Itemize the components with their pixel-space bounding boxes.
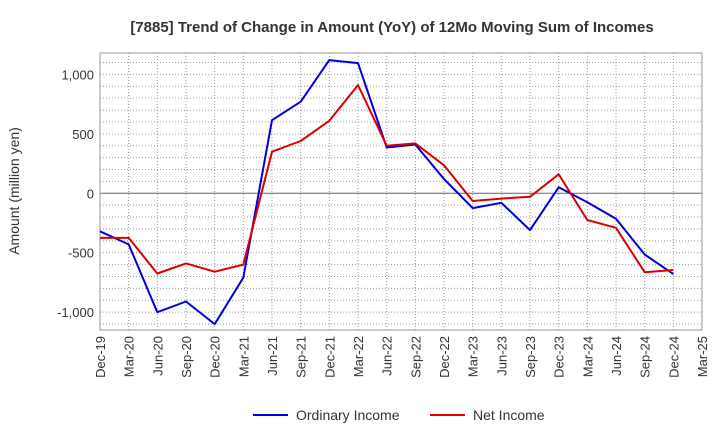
- x-tick-label: Sep-23: [523, 336, 538, 378]
- y-axis-label: Amount (million yen): [6, 127, 22, 255]
- x-tick-label: Mar-23: [466, 336, 481, 377]
- y-tick-label: 1,000: [61, 67, 94, 82]
- y-tick-label: 0: [87, 186, 94, 201]
- x-tick-label: Sep-22: [408, 336, 423, 378]
- series-line-net-income: [100, 84, 674, 275]
- legend: Ordinary Income Net Income: [253, 407, 545, 423]
- chart-title: [7885] Trend of Change in Amount (YoY) o…: [130, 19, 653, 36]
- x-tick-label: Mar-20: [122, 336, 137, 377]
- grid: [100, 53, 702, 330]
- x-tick-label: Sep-20: [179, 336, 194, 378]
- x-tick-label: Mar-22: [351, 336, 366, 377]
- series-line-ordinary-income: [99, 59, 674, 326]
- y-tick-label: -1,000: [57, 305, 94, 320]
- x-tick-labels: Dec-19 Mar-20 Jun-20 Sep-20 Dec-20 Mar-21 Jun-…: [93, 336, 710, 378]
- x-tick-label: Jun-23: [494, 336, 509, 376]
- x-tick-label: Dec-22: [437, 336, 452, 378]
- legend-label-ordinary-income: Ordinary Income: [296, 407, 400, 423]
- x-tick-label: Jun-22: [380, 336, 395, 376]
- x-tick-label: Jun-21: [265, 336, 280, 376]
- x-tick-label: Jun-24: [609, 336, 624, 376]
- series-layer: [99, 59, 674, 326]
- x-tick-label: Jun-20: [150, 336, 165, 376]
- y-tick-label: 500: [72, 127, 94, 142]
- x-tick-label: Dec-20: [208, 336, 223, 378]
- legend-label-net-income: Net Income: [473, 407, 545, 423]
- x-tick-label: Dec-21: [322, 336, 337, 378]
- x-tick-label: Dec-24: [666, 336, 681, 378]
- x-tick-label: Dec-23: [552, 336, 567, 378]
- y-tick-labels: 1,000 500 0 -500 -1,000: [57, 67, 94, 320]
- x-tick-label: Mar-24: [580, 336, 595, 377]
- x-tick-label: Mar-21: [236, 336, 251, 377]
- x-tick-label: Mar-25: [695, 336, 710, 377]
- y-tick-label: -500: [68, 246, 94, 261]
- x-tick-label: Sep-21: [294, 336, 309, 378]
- plot-area-border: [99, 52, 703, 331]
- x-tick-label: Dec-19: [93, 336, 108, 378]
- x-tick-label: Sep-24: [638, 336, 653, 378]
